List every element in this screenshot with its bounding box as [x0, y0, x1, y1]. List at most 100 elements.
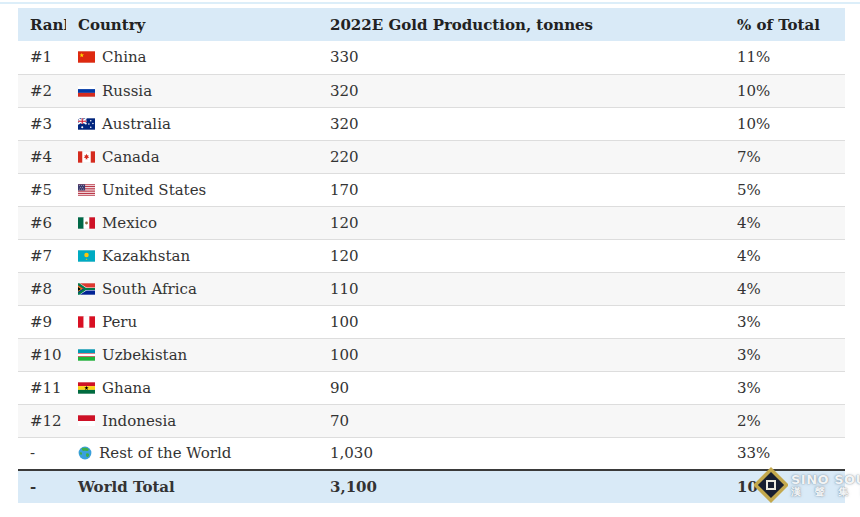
country-cell: South Africa: [66, 272, 318, 305]
flag-ru-icon: [78, 85, 95, 97]
country-label: Australia: [102, 115, 171, 133]
table-row: #8 South Africa 110 4%: [18, 272, 845, 305]
pct-cell: 4%: [725, 272, 845, 305]
production-cell: 100: [318, 338, 725, 371]
country-label: United States: [102, 181, 206, 199]
flag-uz-icon: [78, 349, 95, 361]
table-row: #12 Indonesia 70 2%: [18, 404, 845, 437]
country-cell: China: [66, 41, 318, 74]
country-cell: Kazakhstan: [66, 239, 318, 272]
country-label: Kazakhstan: [102, 247, 190, 265]
country-label: Peru: [102, 313, 137, 331]
rank-cell: #1: [18, 41, 66, 74]
production-cell: 3,100: [318, 470, 725, 503]
column-header-country: Country: [66, 8, 318, 41]
country-cell: Rest of the World: [66, 437, 318, 470]
flag-cn-icon: [78, 51, 95, 63]
flag-ca-icon: [78, 151, 95, 163]
country-label: Ghana: [102, 379, 151, 397]
country-cell: United States: [66, 173, 318, 206]
rank-cell: #4: [18, 140, 66, 173]
flag-gh-icon: [78, 382, 95, 394]
country-label: South Africa: [102, 280, 197, 298]
flag-pe-icon: [78, 316, 95, 328]
table-row: #7 Kazakhstan 120 4%: [18, 239, 845, 272]
production-cell: 1,030: [318, 437, 725, 470]
production-cell: 120: [318, 206, 725, 239]
country-cell: Indonesia: [66, 404, 318, 437]
table-row: #9 Peru 100 3%: [18, 305, 845, 338]
flag-mx-icon: [78, 217, 95, 229]
country-label: World Total: [78, 478, 175, 496]
pct-cell: 11%: [725, 41, 845, 74]
table-header-row: Rank Country 2022E Gold Production, tonn…: [18, 8, 845, 41]
pct-cell: 33%: [725, 437, 845, 470]
production-cell: 320: [318, 107, 725, 140]
rank-cell: #3: [18, 107, 66, 140]
pct-cell: 100%: [725, 470, 845, 503]
table-body: #1 China 330 11% #2 Russia 320 10% #3 Au…: [18, 41, 845, 503]
production-cell: 120: [318, 239, 725, 272]
flag-kz-icon: [78, 250, 95, 262]
country-label: China: [102, 48, 147, 66]
country-label: Uzbekistan: [102, 346, 187, 364]
rank-cell: #6: [18, 206, 66, 239]
country-label: Russia: [102, 82, 152, 100]
pct-cell: 7%: [725, 140, 845, 173]
production-cell: 320: [318, 74, 725, 107]
flag-id-icon: [78, 415, 95, 427]
rank-cell: #12: [18, 404, 66, 437]
table-row: #1 China 330 11%: [18, 41, 845, 74]
table-row: - World Total 3,100 100%: [18, 470, 845, 503]
country-label: Indonesia: [102, 412, 176, 430]
globe-icon: [78, 446, 92, 460]
country-label: Mexico: [102, 214, 157, 232]
country-cell: Canada: [66, 140, 318, 173]
table-row: #2 Russia 320 10%: [18, 74, 845, 107]
rank-cell: #7: [18, 239, 66, 272]
country-label: Canada: [102, 148, 160, 166]
table-row: #11 Ghana 90 3%: [18, 371, 845, 404]
rank-cell: #9: [18, 305, 66, 338]
pct-cell: 4%: [725, 239, 845, 272]
pct-cell: 10%: [725, 74, 845, 107]
table-row: #4 Canada 220 7%: [18, 140, 845, 173]
country-cell: Mexico: [66, 206, 318, 239]
pct-cell: 3%: [725, 371, 845, 404]
rank-cell: #8: [18, 272, 66, 305]
rank-cell: -: [18, 470, 66, 503]
rank-cell: -: [18, 437, 66, 470]
pct-cell: 3%: [725, 338, 845, 371]
top-accent-line: [0, 2, 860, 4]
flag-us-icon: [78, 184, 95, 196]
production-cell: 90: [318, 371, 725, 404]
country-cell: Peru: [66, 305, 318, 338]
pct-cell: 5%: [725, 173, 845, 206]
rank-cell: #2: [18, 74, 66, 107]
country-cell: Russia: [66, 74, 318, 107]
table-row: - Rest of the World 1,030 33%: [18, 437, 845, 470]
production-cell: 100: [318, 305, 725, 338]
table-row: #3 Australia 320 10%: [18, 107, 845, 140]
country-cell: Uzbekistan: [66, 338, 318, 371]
table-row: #6 Mexico 120 4%: [18, 206, 845, 239]
country-label: Rest of the World: [99, 444, 231, 462]
pct-cell: 2%: [725, 404, 845, 437]
production-cell: 110: [318, 272, 725, 305]
rank-cell: #10: [18, 338, 66, 371]
column-header-production: 2022E Gold Production, tonnes: [318, 8, 725, 41]
table-row: #10 Uzbekistan 100 3%: [18, 338, 845, 371]
pct-cell: 10%: [725, 107, 845, 140]
rank-cell: #5: [18, 173, 66, 206]
production-cell: 170: [318, 173, 725, 206]
rank-cell: #11: [18, 371, 66, 404]
country-cell: Australia: [66, 107, 318, 140]
production-cell: 220: [318, 140, 725, 173]
table-row: #5 United States 170 5%: [18, 173, 845, 206]
flag-au-icon: [78, 118, 95, 130]
pct-cell: 3%: [725, 305, 845, 338]
gold-production-table: Rank Country 2022E Gold Production, tonn…: [18, 8, 845, 503]
column-header-pct: % of Total: [725, 8, 845, 41]
country-cell: World Total: [66, 470, 318, 503]
column-header-rank: Rank: [18, 8, 66, 41]
